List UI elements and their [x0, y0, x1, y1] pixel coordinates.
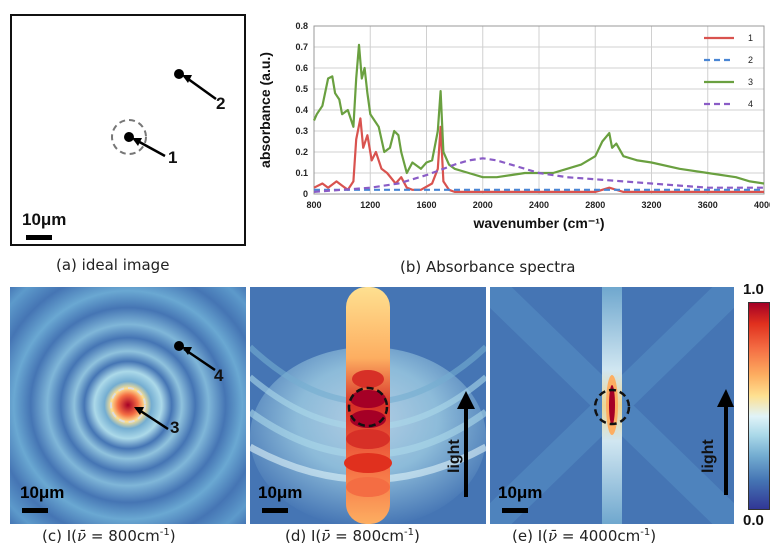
y-tick-label: 0.8	[295, 21, 308, 31]
x-tick-label: 3600	[698, 200, 718, 210]
intensity-map-e-graphic	[490, 287, 734, 524]
dashed-circle	[593, 388, 631, 426]
ideal-image-drawing	[111, 69, 217, 158]
y-axis-label: absorbance (a.u.)	[257, 52, 273, 168]
light-label: light	[446, 439, 463, 473]
scale-bar	[22, 508, 48, 513]
colorbar	[748, 302, 770, 510]
arrow-2-head	[182, 75, 192, 83]
caption-a: (a) ideal image	[56, 256, 170, 274]
scale-label: 10μm	[258, 483, 303, 502]
x-axis-label: wavenumber (cm⁻¹)	[472, 215, 604, 231]
y-tick-label: 0.1	[295, 168, 308, 178]
marker-3-label: 3	[170, 418, 180, 437]
x-tick-label: 2400	[529, 200, 549, 210]
caption-b: (b) Absorbance spectra	[400, 258, 576, 276]
intensity-map-d-graphic	[250, 287, 486, 524]
legend-label-1: 1	[748, 33, 753, 43]
absorbance-chart: 0 0.1 0.2 0.3 0.4 0.5 0.6 0.7 0.8 800 1200 1600 2000…	[257, 21, 770, 231]
y-tick-label: 0.6	[295, 63, 308, 73]
dashed-circle	[110, 387, 146, 423]
light-arrow-head	[457, 391, 475, 409]
arrow-3-head	[134, 407, 144, 415]
marker-1-label: 1	[168, 148, 178, 167]
x-tick-label: 800	[306, 200, 321, 210]
caption-c: (c) I(ν̄ = 800cm-1)	[42, 527, 176, 545]
intensity-map-d: light 10μm	[250, 287, 486, 524]
series-line-4	[313, 157, 764, 193]
dashed-circle	[347, 386, 389, 428]
y-tick-label: 0.2	[295, 147, 308, 157]
scale-label: 10μm	[20, 483, 65, 502]
y-tick-label: 0.5	[295, 84, 308, 94]
scale-bar	[502, 508, 528, 513]
caption-e: (e) I(ν̄ = 4000cm-1)	[512, 527, 657, 545]
y-tick-label: 0.7	[295, 42, 308, 52]
particle-2	[174, 69, 184, 79]
intensity-map-c: 3 4 10μm	[10, 287, 246, 524]
particle-4	[174, 341, 184, 351]
x-tick-label: 2800	[585, 200, 605, 210]
scale-bar	[26, 235, 52, 240]
x-tick-label: 1200	[360, 200, 380, 210]
intensity-map-e: light 10μm	[490, 287, 734, 524]
scale-label: 10μm	[22, 210, 67, 229]
particle-1	[124, 132, 134, 142]
intensity-map-c-graphic	[10, 287, 246, 524]
colorbar-max-label: 1.0	[743, 281, 764, 298]
scale-bar	[262, 508, 288, 513]
caption-d: (d) I(ν̄ = 800cm-1)	[285, 527, 420, 545]
light-label: light	[700, 439, 717, 473]
dashed-circle	[111, 119, 147, 155]
ideal-image-panel: 1 2 10μm	[10, 14, 246, 246]
y-tick-label: 0.4	[295, 105, 308, 115]
marker-2-label: 2	[216, 94, 226, 113]
y-tick-label: 0.3	[295, 126, 308, 136]
scale-label: 10μm	[498, 483, 543, 502]
x-tick-label: 3200	[641, 200, 661, 210]
x-tick-label: 2000	[473, 200, 493, 210]
arrow-4-head	[182, 347, 192, 355]
y-tick-label: 0	[303, 189, 308, 199]
arrow-1-head	[132, 138, 142, 146]
marker-4-label: 4	[214, 366, 224, 385]
legend-label-4: 4	[748, 99, 753, 109]
colorbar-min-label: 0.0	[743, 512, 764, 529]
legend-label-3: 3	[748, 77, 753, 87]
legend-label-2: 2	[748, 55, 753, 65]
x-tick-label: 4000	[754, 200, 770, 210]
plot-frame	[313, 25, 765, 195]
light-arrow-head	[717, 389, 734, 407]
x-tick-label: 1600	[416, 200, 436, 210]
series-line-3	[312, 43, 765, 185]
